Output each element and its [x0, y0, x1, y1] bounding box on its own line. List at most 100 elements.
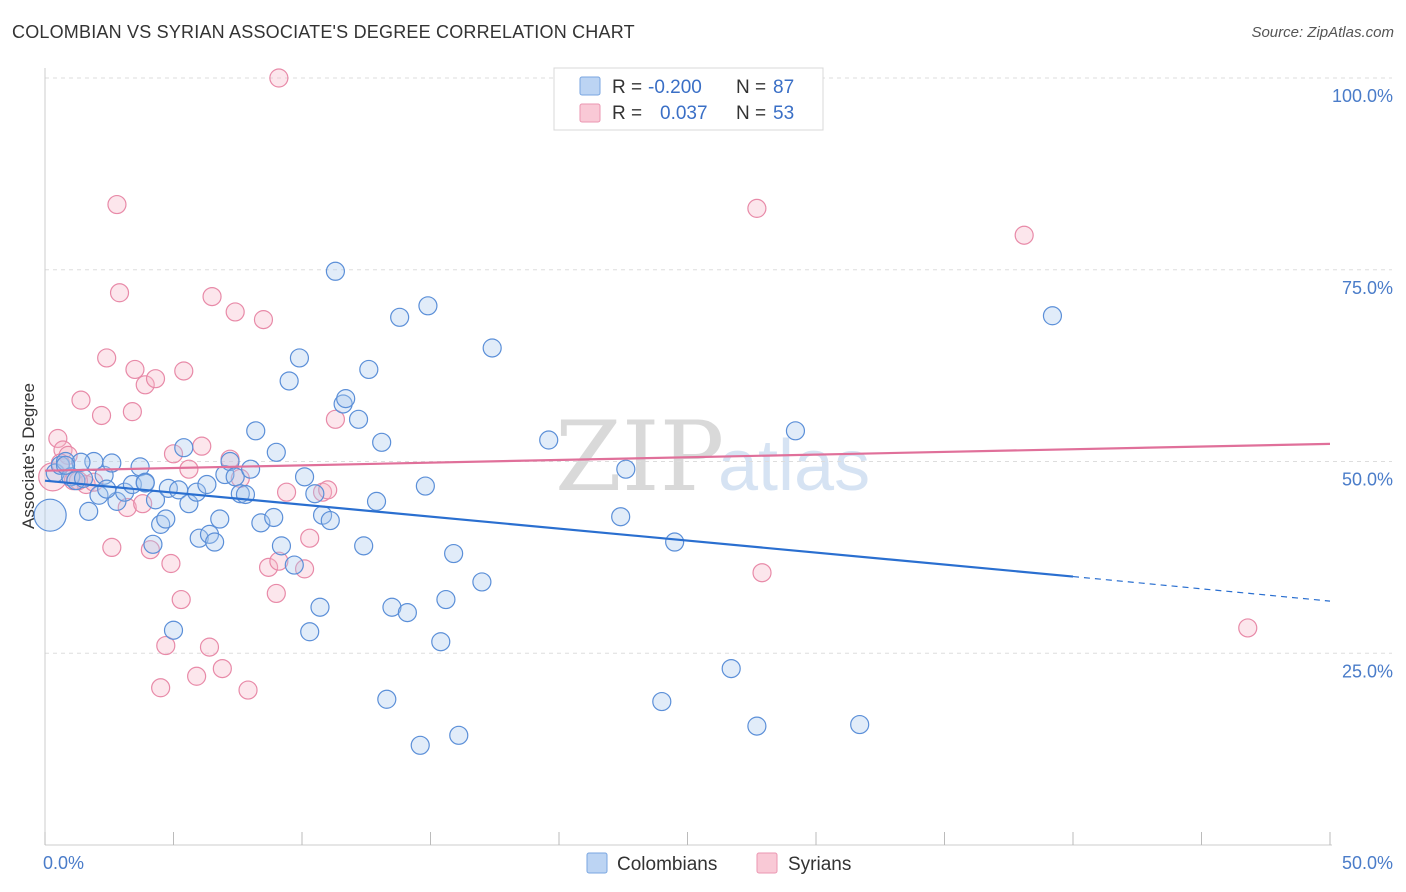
colombians-point	[55, 455, 76, 475]
colombians-point	[418, 296, 438, 316]
colombians-point	[189, 528, 209, 548]
colombians-point	[348, 409, 369, 429]
colombians-point	[366, 491, 387, 511]
y-tick-label: 100.0%	[1332, 86, 1393, 106]
colombians-point	[431, 632, 451, 652]
colombians-point	[333, 394, 353, 414]
series-legend-swatch-syrians	[756, 852, 778, 874]
colombians-point	[156, 509, 176, 529]
syrians-point	[174, 361, 194, 381]
colombians-point	[294, 467, 315, 487]
y-tick-label: 75.0%	[1342, 278, 1393, 298]
colombians-point	[151, 514, 171, 534]
colombians-point	[251, 513, 271, 533]
colombians-point	[652, 691, 672, 712]
colombians-point	[539, 430, 559, 450]
colombians-point	[850, 714, 870, 735]
syrians-point	[276, 482, 297, 502]
axes	[44, 68, 1332, 846]
colombians-point	[79, 501, 99, 521]
syrians-point	[199, 637, 220, 657]
legend-n-value-2: 53	[773, 103, 794, 124]
colombians-point	[174, 438, 194, 458]
colombians-point	[97, 479, 117, 499]
syrians-point	[752, 563, 772, 583]
colombians-point	[241, 459, 261, 479]
colombians-point	[289, 348, 310, 368]
colombians-point	[665, 532, 685, 552]
colombians-point	[336, 389, 356, 409]
gridlines	[45, 77, 1392, 654]
syrians-point	[161, 553, 181, 574]
syrians-point	[156, 635, 176, 656]
series-legend-swatch-colombians	[586, 852, 608, 874]
syrians-point	[145, 369, 166, 389]
colombians-point	[143, 534, 163, 554]
syrians-point	[202, 286, 222, 307]
syrians-point	[253, 310, 274, 330]
series-legend-label-syrians: Syrians	[788, 854, 851, 875]
colombians-point	[354, 536, 374, 556]
colombians-point	[310, 597, 330, 617]
legend-r-label-2: R =	[612, 103, 642, 124]
colombians-point	[785, 421, 806, 441]
legend-n-label-2: N =	[736, 103, 766, 124]
syrians-point	[325, 409, 346, 429]
colombians-point	[436, 589, 456, 610]
colombians-point	[210, 509, 230, 529]
colombians-trend-line	[44, 479, 1074, 578]
colombians-point	[449, 725, 469, 745]
series-legend: Colombians Syrians	[586, 852, 851, 875]
syrians-point	[266, 583, 286, 604]
colombians-point	[33, 498, 67, 532]
syrians-point	[171, 589, 191, 610]
syrians-point	[122, 402, 142, 422]
x-tick-label-min: 0.0%	[43, 853, 84, 873]
syrians-point	[1238, 618, 1258, 638]
syrians-point	[269, 551, 289, 571]
colombians-point	[377, 689, 397, 709]
colombians-point	[305, 484, 325, 504]
colombians-point	[163, 620, 184, 640]
syrians-point	[109, 283, 130, 303]
colombians-point	[415, 476, 435, 496]
colombians-point	[472, 572, 492, 592]
syrians-point	[140, 540, 160, 560]
legend-swatch-syrians	[579, 103, 601, 123]
colombians-point	[264, 507, 284, 528]
colombians-point	[397, 602, 417, 623]
colombians-point	[71, 452, 91, 472]
syrians-point	[151, 678, 171, 698]
syrians-point	[212, 658, 232, 679]
syrians-point	[192, 436, 212, 456]
colombians-point	[390, 307, 410, 327]
colombians-point	[187, 482, 207, 502]
syrians-point	[107, 194, 127, 215]
correlation-legend: R = -0.200 N = 87 R = 0.037 N = 53	[553, 67, 824, 131]
legend-r-value-2: 0.037	[660, 103, 708, 124]
colombians-point	[611, 507, 631, 527]
y-tick-label: 25.0%	[1342, 661, 1393, 681]
syrians-point	[102, 537, 122, 558]
source-label: Source: ZipAtlas.com	[1251, 24, 1394, 41]
colombians-point	[359, 359, 379, 380]
syrians-point	[179, 459, 199, 479]
colombians-point	[205, 532, 225, 552]
colombians-point	[266, 442, 286, 462]
syrians-point	[300, 528, 320, 548]
colombians-point	[279, 371, 299, 391]
syrians-point	[225, 302, 245, 322]
y-axis-title: Associate's Degree	[19, 383, 38, 529]
syrians-point	[125, 359, 145, 380]
colombians-point	[246, 421, 266, 441]
legend-n-value-1: 87	[773, 77, 794, 98]
trend-lines	[44, 442, 1331, 602]
colombians-point	[271, 536, 292, 556]
syrians-point	[238, 680, 258, 700]
legend-r-value-1: -0.200	[648, 77, 702, 98]
chart-title: COLOMBIAN VS SYRIAN ASSOCIATE'S DEGREE C…	[12, 22, 635, 42]
series-legend-label-colombians: Colombians	[617, 854, 717, 875]
syrians-point	[318, 480, 338, 500]
syrians-point	[133, 494, 153, 514]
